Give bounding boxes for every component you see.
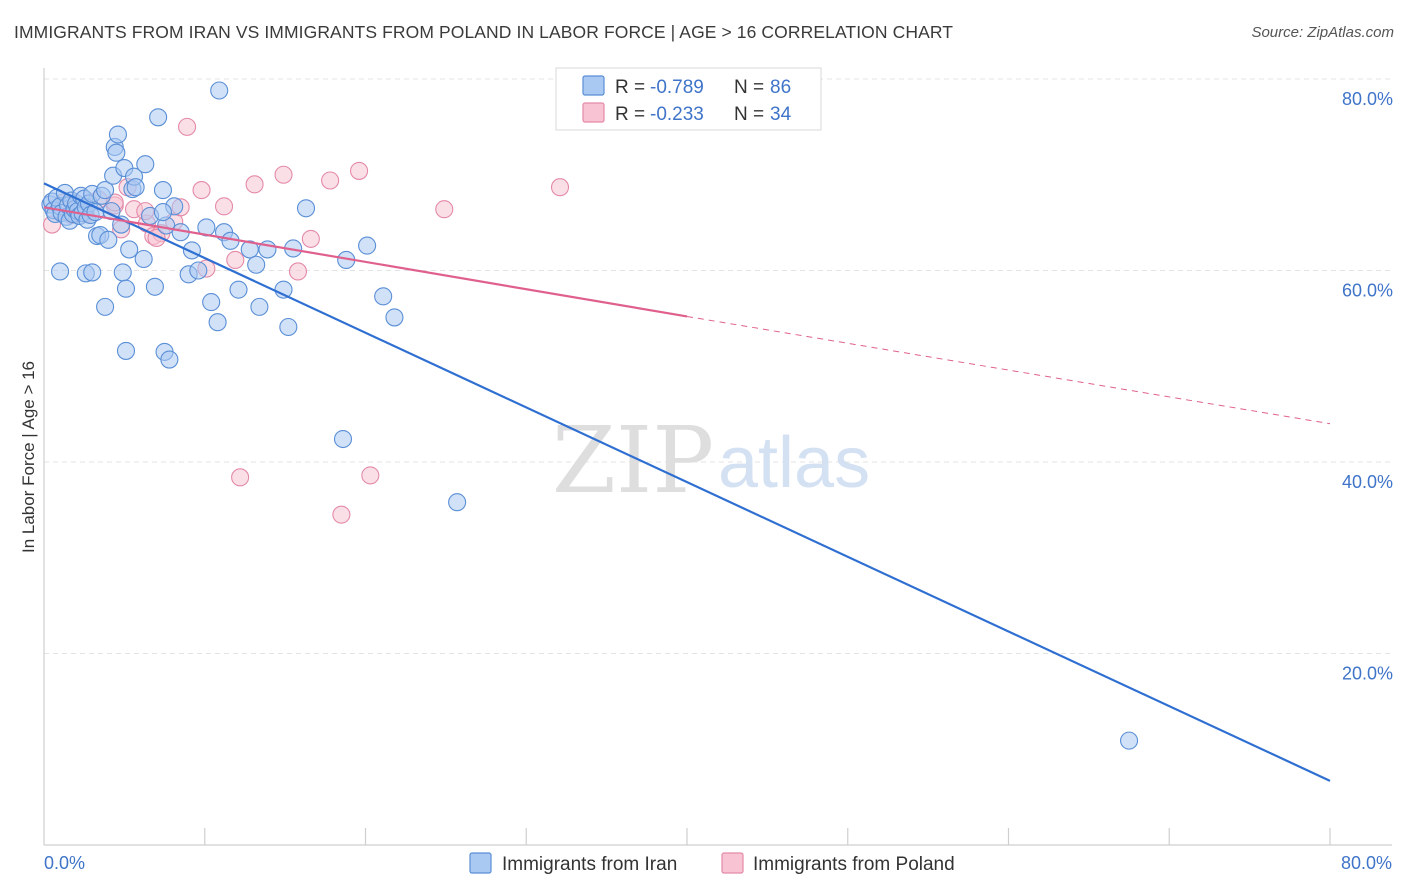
poland-point (192, 181, 211, 200)
stats-swatch-iran (582, 75, 605, 96)
stats-poland-r-label: R = (615, 104, 645, 125)
stats-iran-r-label: R = (615, 77, 645, 98)
iran-trendline (43, 182, 1331, 782)
iran-point (385, 308, 404, 327)
legend: Immigrants from Iran Immigrants from Pol… (469, 852, 955, 875)
iran-point (153, 181, 173, 200)
poland-point (301, 229, 320, 248)
stats-poland-r-value: -0.233 (650, 104, 704, 125)
watermark-atlas: atlas (718, 423, 870, 503)
y-tick-label: 60.0% (1342, 281, 1393, 301)
iran-point (96, 297, 115, 316)
stats-box: R = -0.789 N = 86 R = -0.233 N = 34 (555, 67, 822, 131)
iran-point (145, 277, 164, 296)
iran-point (107, 143, 126, 162)
x-tick-label-max: 80.0% (1341, 853, 1392, 873)
watermark-zip: ZIP (552, 407, 714, 514)
legend-swatch-poland (721, 852, 744, 874)
iran-point (134, 249, 153, 269)
iran-point (448, 493, 467, 512)
iran-point (229, 280, 248, 299)
stats-swatch-poland (582, 102, 605, 123)
poland-trendline-extension (686, 315, 1331, 425)
iran-point (126, 178, 145, 197)
iran-point (208, 313, 227, 332)
iran-point (113, 263, 132, 282)
poland-point (332, 505, 351, 524)
poland-point (288, 262, 308, 281)
iran-point (202, 293, 221, 312)
iran-point (120, 240, 139, 259)
poland-point (361, 466, 380, 485)
iran-point (210, 81, 229, 100)
iran-point (149, 108, 168, 127)
iran-point (99, 230, 118, 249)
y-tick-label: 20.0% (1342, 664, 1393, 684)
iran-point (250, 297, 269, 316)
iran-point (108, 125, 127, 144)
iran-point (189, 261, 208, 280)
poland-point (321, 171, 340, 190)
stats-iran-n-label: N = (734, 77, 764, 98)
stats-iran-n-value: 86 (770, 77, 791, 98)
poland-point (214, 197, 234, 216)
iran-point (240, 240, 259, 259)
chart-title: IMMIGRANTS FROM IRAN VS IMMIGRANTS FROM … (14, 22, 954, 42)
source-label: Source: ZipAtlas.com (1251, 24, 1394, 41)
poland-point (274, 165, 293, 184)
legend-label-iran: Immigrants from Iran (502, 854, 677, 875)
trendlines (43, 182, 1331, 782)
stats-iran-r-value: -0.789 (650, 77, 704, 98)
iran-point (136, 155, 155, 174)
stats-poland-n-value: 34 (770, 104, 792, 125)
y-tick-label: 80.0% (1342, 89, 1393, 109)
iran-point (51, 262, 70, 281)
iran-point (279, 317, 298, 337)
iran-point (83, 263, 102, 282)
x-axis-ticks (204, 828, 1331, 845)
poland-point (350, 161, 369, 180)
poland-point (231, 468, 250, 487)
y-tick-label: 40.0% (1342, 472, 1393, 492)
legend-swatch-iran (469, 852, 492, 874)
y-axis-tick-labels: 20.0% 40.0% 60.0% 80.0% (1342, 89, 1393, 684)
watermark: ZIP atlas (552, 407, 870, 514)
x-tick-label-min: 0.0% (44, 853, 85, 873)
iran-point (374, 287, 393, 306)
iran-point (116, 341, 136, 360)
iran-point (160, 350, 179, 369)
poland-point (226, 250, 245, 270)
y-axis-title: In Labor Force | Age > 16 (19, 361, 38, 553)
poland-point (550, 178, 570, 197)
iran-point (153, 203, 173, 222)
iran-point (296, 199, 316, 218)
legend-label-poland: Immigrants from Poland (753, 854, 955, 875)
iran-point (1120, 731, 1139, 750)
poland-point (245, 175, 264, 194)
iran-point (96, 181, 115, 200)
iran-point (247, 255, 266, 274)
poland-point (435, 200, 454, 219)
iran-point (333, 429, 353, 449)
iran-point (358, 236, 377, 255)
stats-poland-n-label: N = (734, 104, 764, 125)
poland-point (178, 117, 197, 136)
iran-point (116, 279, 136, 298)
poland-trendline (43, 206, 688, 318)
grid-lines (44, 78, 1392, 654)
